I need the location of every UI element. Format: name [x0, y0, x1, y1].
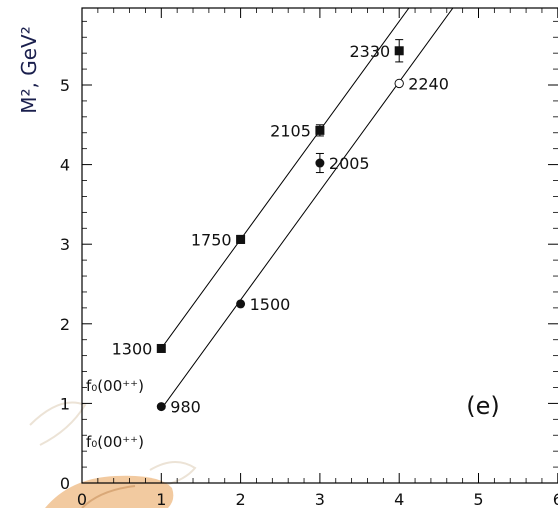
x-tick-label: 1 — [156, 490, 166, 508]
data-label: 980 — [170, 398, 201, 417]
data-label: 1300 — [112, 339, 153, 358]
side-label-upper: f₀(00⁺⁺) — [86, 377, 144, 395]
y-tick-label: 0 — [60, 474, 70, 493]
decorative-hand-sketch — [29, 401, 197, 486]
data-point-circle — [156, 402, 166, 412]
x-tick-label: 3 — [315, 490, 325, 508]
x-tick-label: 4 — [394, 490, 404, 508]
x-tick-label: 2 — [236, 490, 246, 508]
y-tick-label: 5 — [60, 76, 70, 95]
plot-frame — [81, 7, 558, 484]
data-label: 2330 — [349, 42, 390, 61]
y-tick-label: 1 — [60, 394, 70, 413]
data-point-square — [236, 234, 246, 244]
data-label: 1500 — [250, 295, 291, 314]
panel-label: (e) — [466, 392, 500, 420]
data-point-square — [394, 46, 404, 56]
trajectory-line — [160, 8, 454, 410]
data-label: 2005 — [329, 154, 370, 173]
side-label-lower: f₀(00⁺⁺) — [86, 433, 144, 451]
y-axis-label: M², GeV² — [17, 26, 41, 114]
data-label: 2105 — [270, 121, 311, 140]
data-point-open-circle — [394, 78, 404, 89]
y-tick-label: 3 — [60, 235, 70, 254]
data-label: 2240 — [408, 74, 449, 93]
y-tick-label: 4 — [60, 156, 70, 175]
x-tick-label: 6 — [553, 490, 558, 508]
y-tick-label: 2 — [60, 315, 70, 334]
data-point-square — [315, 125, 325, 135]
data-label: 1750 — [191, 230, 232, 249]
x-tick-label: 5 — [473, 490, 483, 508]
data-point-square — [156, 343, 166, 353]
x-tick-label: 0 — [77, 490, 87, 508]
data-point-circle — [315, 158, 325, 168]
decorative-hand — [45, 475, 174, 508]
trajectory-line — [160, 8, 410, 349]
data-point-circle — [236, 299, 246, 309]
